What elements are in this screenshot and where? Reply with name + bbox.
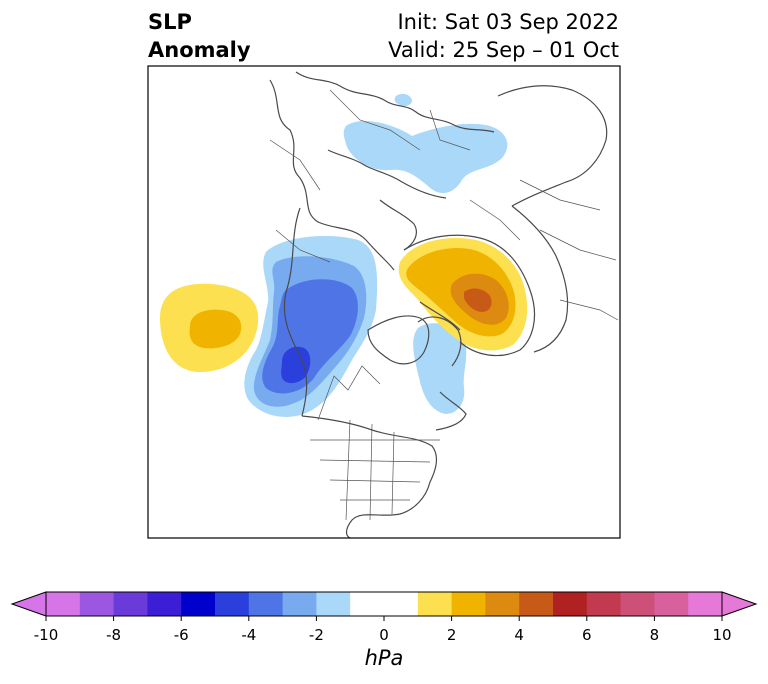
colorbar-segment <box>248 592 284 616</box>
colorbar-segment <box>113 592 148 616</box>
colorbar-tick-label: 6 <box>582 626 592 644</box>
colorbar-segment <box>553 592 588 616</box>
political-borders <box>269 89 619 521</box>
colorbar-segments <box>10 591 758 617</box>
colorbar-segment <box>181 592 216 616</box>
colorbar-unit-label: hPa <box>364 646 404 670</box>
colorbar-segment <box>586 592 622 616</box>
anomaly-high-europe <box>398 238 528 351</box>
colorbar-segment <box>316 592 351 616</box>
map-frame <box>147 65 621 539</box>
colorbar-tick-label: -4 <box>241 626 256 644</box>
colorbar-segment <box>451 592 486 616</box>
colorbar-segment <box>688 592 723 616</box>
colorbar-segment <box>654 592 689 616</box>
colorbar-segment <box>384 592 419 616</box>
map-title: SLP Anomaly <box>148 8 251 64</box>
colorbar-segment <box>79 592 115 616</box>
valid-range: Valid: 25 Sep – 01 Oct <box>388 38 619 62</box>
colorbar-segment <box>485 592 520 616</box>
coastlines <box>269 71 608 538</box>
slp-anomaly-map <box>147 65 621 539</box>
colorbar-tick-label: 2 <box>447 626 457 644</box>
colorbar-tick-label: -8 <box>106 626 121 644</box>
colorbar-segment <box>417 592 453 616</box>
colorbar-tick-label: -10 <box>34 626 59 644</box>
colorbar-segment <box>147 592 182 616</box>
colorbar-segment <box>282 592 317 616</box>
colorbar-tick-label: 0 <box>379 626 389 644</box>
colorbar-tick-label: -2 <box>309 626 324 644</box>
anomaly-low-north-america <box>244 236 378 417</box>
title-line-2: Anomaly <box>148 38 251 62</box>
init-date: Init: Sat 03 Sep 2022 <box>397 10 619 34</box>
colorbar-segment <box>350 592 385 616</box>
title-line-1: SLP <box>148 10 192 34</box>
colorbar-ticks: -10 -8 -6 -4 -2 0 2 4 6 8 10 <box>34 616 732 644</box>
colorbar-segment <box>519 592 554 616</box>
colorbar-tick-label: 10 <box>712 626 731 644</box>
colorbar-tick-label: 8 <box>650 626 660 644</box>
colorbar-tick-label: 4 <box>514 626 524 644</box>
colorbar-segment <box>215 592 250 616</box>
colorbar-extend-min <box>10 591 47 617</box>
colorbar-tick-label: -6 <box>174 626 189 644</box>
colorbar-segment <box>620 592 655 616</box>
colorbar-segment <box>46 592 81 616</box>
colorbar-extend-max <box>721 591 758 617</box>
valid-period: Init: Sat 03 Sep 2022 Valid: 25 Sep – 01… <box>388 8 619 64</box>
anomaly-high-pacific <box>160 283 259 372</box>
anomaly-low-siberia <box>343 93 508 194</box>
colorbar: -10 -8 -6 -4 -2 0 2 4 6 8 10 <box>10 591 758 644</box>
